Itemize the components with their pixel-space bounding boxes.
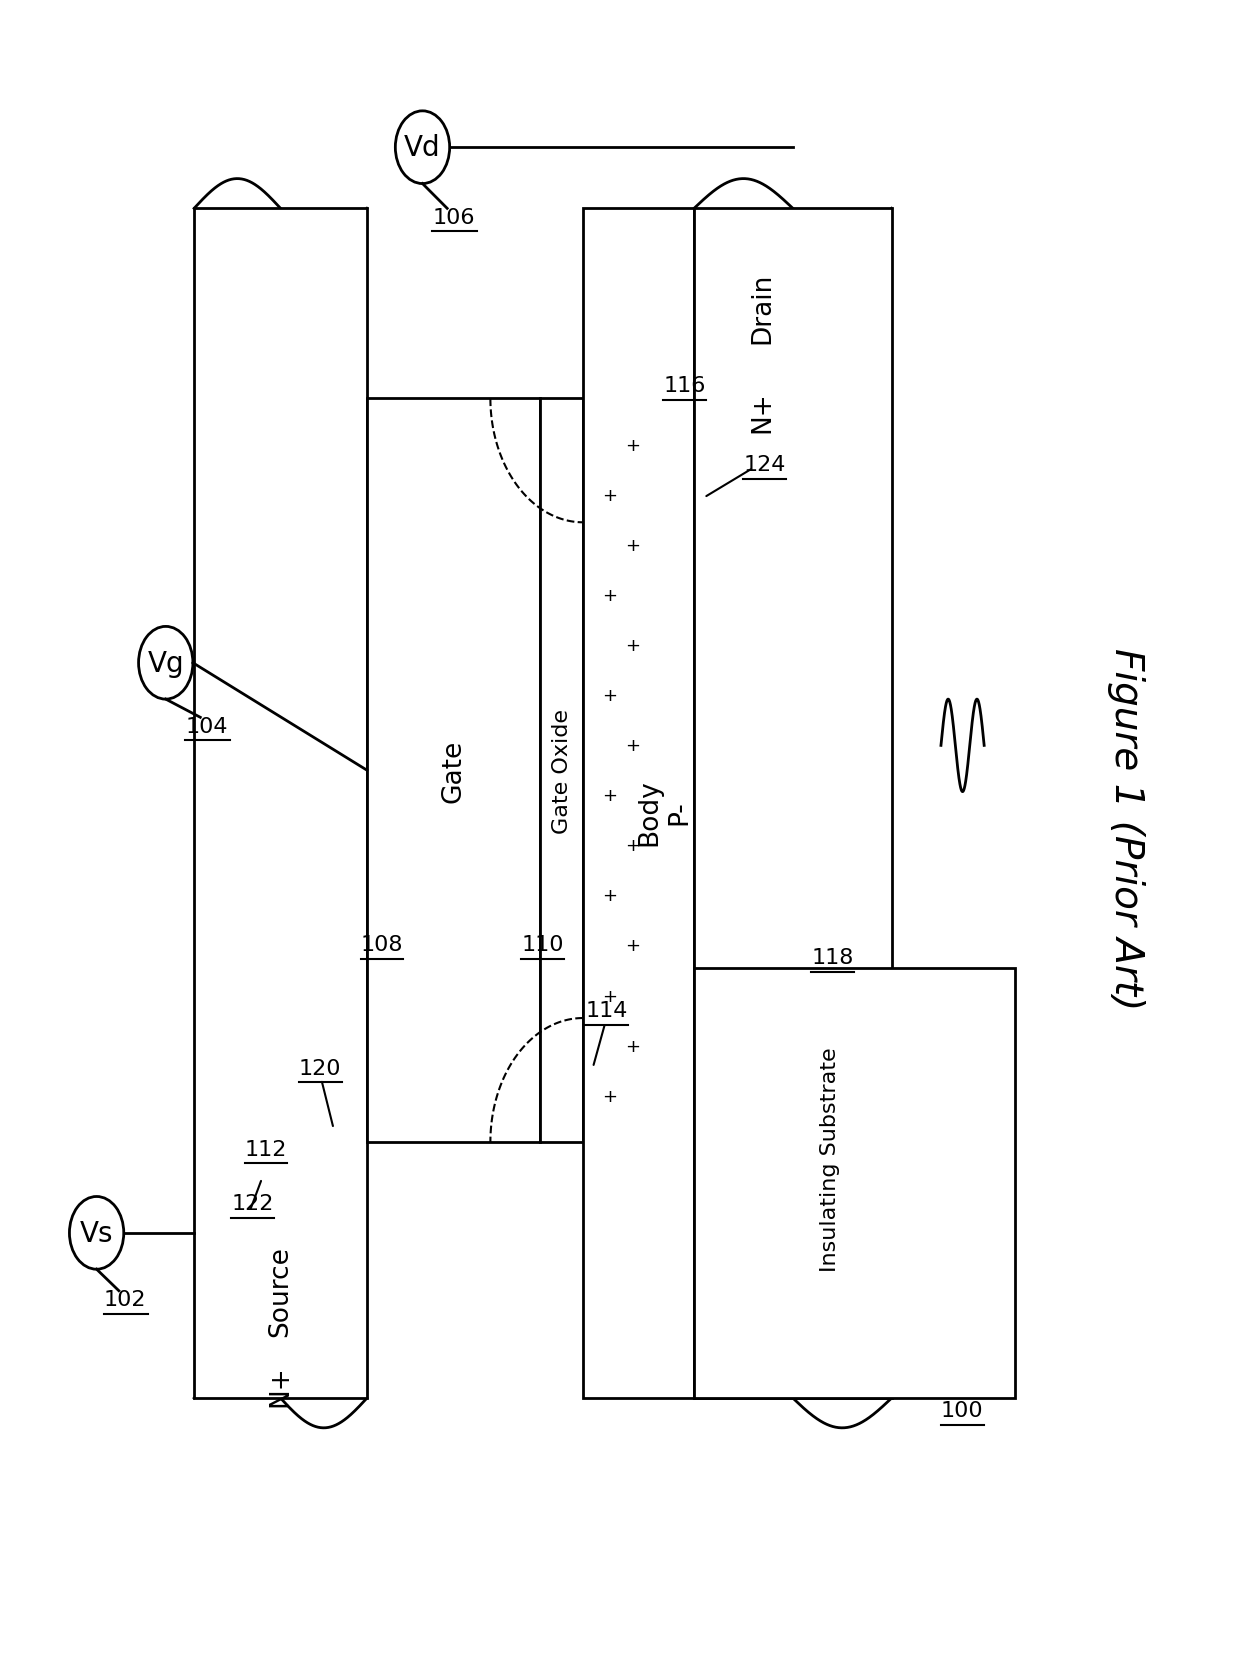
Text: 110: 110 <box>521 935 564 954</box>
Text: +: + <box>603 886 618 905</box>
Text: +: + <box>625 737 640 754</box>
Text: 106: 106 <box>433 207 475 227</box>
Text: 102: 102 <box>104 1289 146 1309</box>
Text: N+: N+ <box>749 391 775 432</box>
Text: Insulating Substrate: Insulating Substrate <box>820 1047 839 1271</box>
Text: P-: P- <box>666 800 692 824</box>
Text: +: + <box>625 837 640 855</box>
Text: +: + <box>625 936 640 954</box>
Text: Gate Oxide: Gate Oxide <box>552 708 572 833</box>
Text: Source: Source <box>268 1246 294 1336</box>
Text: 118: 118 <box>811 948 853 968</box>
Text: 124: 124 <box>744 456 786 476</box>
Bar <box>583 209 694 1399</box>
Text: Drain: Drain <box>749 273 775 345</box>
Bar <box>195 209 367 1399</box>
Bar <box>694 969 1016 1399</box>
Text: Vs: Vs <box>79 1220 113 1248</box>
Text: +: + <box>625 436 640 454</box>
Bar <box>367 399 539 1142</box>
Text: +: + <box>603 487 618 504</box>
Text: Figure 1 (Prior Art): Figure 1 (Prior Art) <box>1107 648 1145 1009</box>
Text: +: + <box>603 587 618 605</box>
Text: 108: 108 <box>361 935 403 954</box>
Text: 104: 104 <box>186 716 228 736</box>
Text: 114: 114 <box>585 1001 627 1021</box>
Text: Body: Body <box>636 779 662 845</box>
Text: +: + <box>603 988 618 1004</box>
Text: 120: 120 <box>299 1057 341 1079</box>
Text: +: + <box>625 636 640 655</box>
Bar <box>694 209 892 1399</box>
Text: Gate: Gate <box>440 739 466 802</box>
Text: +: + <box>603 787 618 805</box>
Text: +: + <box>603 686 618 704</box>
Text: 122: 122 <box>231 1193 274 1213</box>
Text: +: + <box>603 1087 618 1105</box>
Text: N+: N+ <box>268 1364 294 1405</box>
Text: 100: 100 <box>941 1400 983 1420</box>
Bar <box>539 399 583 1142</box>
Text: Vd: Vd <box>404 134 440 162</box>
Text: 116: 116 <box>663 376 706 396</box>
Text: +: + <box>625 537 640 555</box>
Text: Vg: Vg <box>148 650 184 678</box>
Text: +: + <box>625 1037 640 1056</box>
Text: 112: 112 <box>244 1138 288 1158</box>
